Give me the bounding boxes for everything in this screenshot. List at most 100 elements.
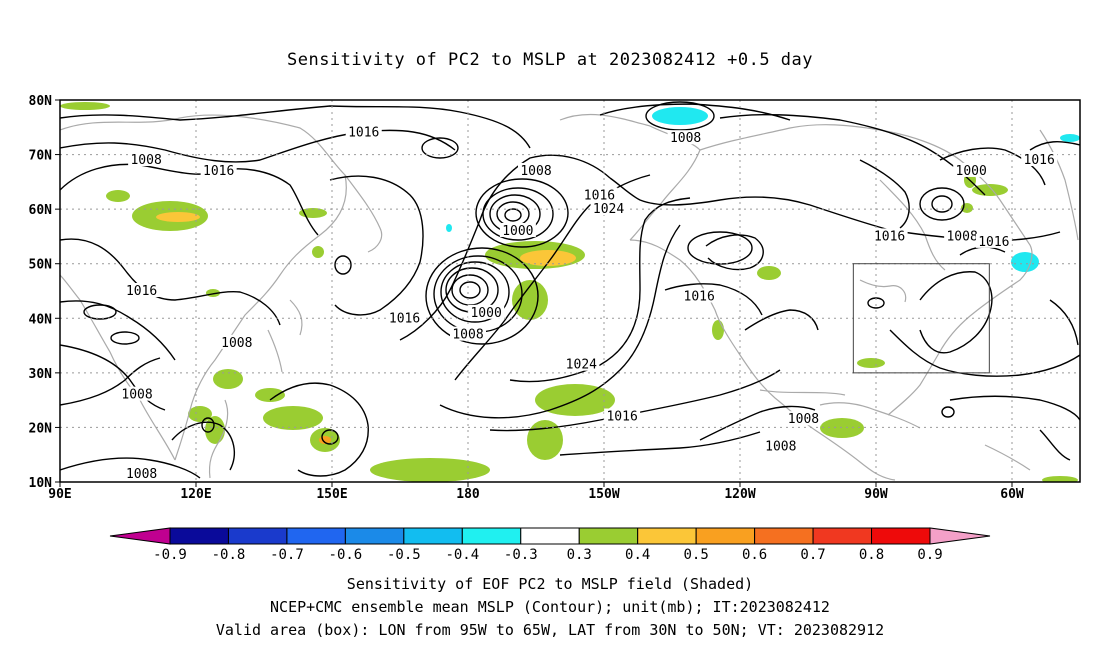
mslp-contour (439, 224, 681, 419)
colorbar-label: 0.3 (567, 547, 592, 563)
contour-label-bg (871, 228, 908, 243)
lat-tick-label: 30N (29, 367, 53, 382)
lon-tick-label: 90E (48, 487, 71, 502)
shade-positive (527, 420, 563, 460)
contour-label: 1024 (566, 358, 597, 373)
low-center-contour (451, 274, 489, 306)
mslp-contour (399, 154, 611, 341)
coastline (759, 389, 1031, 471)
mslp-contour (269, 382, 369, 477)
shade-yellow (156, 212, 200, 222)
contour-label-bg (345, 124, 382, 139)
mslp-contour (60, 238, 281, 326)
mslp-contour (489, 369, 781, 432)
mslp-contour (1039, 429, 1071, 461)
shade-negative (652, 107, 708, 125)
contour-label: 1016 (978, 235, 1009, 250)
mslp-contour (509, 197, 691, 383)
shade-positive (263, 406, 323, 430)
coastline (629, 239, 896, 481)
shaded-sensitivity-layer (60, 102, 1080, 482)
colorbar-label: 0.7 (800, 547, 825, 563)
colorbar-cell (578, 527, 639, 545)
mslp-contour (60, 129, 456, 163)
mslp-contour-closed (687, 231, 753, 265)
contour-label: 1008 (670, 131, 701, 146)
contour-label: 1008 (788, 412, 819, 427)
mslp-contour (60, 457, 201, 479)
contour-label-bg (450, 326, 486, 341)
shade-positive (106, 190, 130, 202)
lat-tick-label: 60N (29, 203, 53, 218)
low-center-contour (496, 201, 530, 227)
map-frame (59, 99, 1081, 483)
mslp-contour-closed (110, 331, 140, 345)
contour-label-bg (975, 233, 1012, 248)
colorbar-label: 0.8 (859, 547, 884, 563)
contour-label-bg (218, 334, 255, 349)
low-center-contour (440, 261, 510, 323)
mslp-contour (705, 234, 764, 271)
mslp-contour (1029, 141, 1080, 151)
colorbar-label: -0.8 (212, 547, 246, 563)
lon-tick-label: 150E (316, 487, 347, 502)
mslp-contour-closed (919, 187, 965, 221)
mslp-contour (664, 283, 763, 316)
footer-line-3: Valid area (box): LON from 95W to 65W, L… (215, 621, 885, 639)
contour-label-bg (604, 408, 641, 423)
contour-label-bg (119, 386, 156, 401)
mslp-contour (171, 421, 236, 471)
contour-label: 1008 (126, 467, 157, 482)
contour-label-bg (590, 201, 627, 216)
lon-tick-label: 60W (1000, 487, 1024, 502)
contour-label: 1000 (956, 164, 987, 179)
colorbar-label: 0.6 (742, 547, 767, 563)
shade-positive (205, 416, 225, 444)
mslp-contour (859, 159, 910, 229)
coastline (859, 279, 907, 303)
dynamic-layer: 1016 1008 1016 1008 1008 1000 1016 1016 1024 1000… (29, 94, 1081, 563)
contour-label: 1016 (1024, 153, 1055, 168)
low-center-contour (425, 247, 539, 345)
mslp-contour (919, 271, 993, 354)
contour-label-bg (1021, 152, 1058, 167)
shade-positive (370, 458, 490, 482)
colorbar-label: 0.5 (684, 547, 709, 563)
low-center-contour (482, 187, 554, 241)
mslp-contour (699, 405, 816, 441)
colorbar-label: 0.9 (917, 547, 942, 563)
mslp-contour-closed (321, 429, 339, 445)
contour-label-bg (681, 288, 718, 303)
lon-tick-label: 150W (588, 487, 619, 502)
shade-positive (1042, 476, 1078, 482)
contour-label-bg (123, 465, 160, 480)
colorbar-arrow-low (109, 527, 171, 545)
contour-label-bg (468, 304, 505, 319)
colorbar-cell (286, 527, 346, 545)
shade-positive (857, 358, 885, 368)
mslp-contour (889, 329, 1080, 377)
colorbar-label: -0.6 (329, 547, 363, 563)
contour-label: 1016 (684, 289, 715, 304)
colorbar-arrow-high (929, 527, 991, 545)
colorbar-cell (871, 527, 931, 545)
colorbar-cell (227, 527, 288, 545)
colorbar-label: -0.9 (153, 547, 187, 563)
contour-label: 1008 (452, 328, 483, 343)
contour-label-bg (518, 162, 554, 177)
contour-label-bg (386, 310, 423, 325)
mslp-contour (60, 300, 176, 361)
contour-label: 1008 (520, 164, 551, 179)
shade-positive (820, 418, 864, 438)
shade-yellow (520, 250, 576, 266)
shade-positive (255, 388, 285, 402)
colorbar-cell (695, 527, 756, 545)
mslp-contour-closed (645, 101, 715, 131)
contour-label: 1000 (470, 306, 501, 321)
contour-label: 1016 (126, 284, 157, 299)
coastline (559, 113, 701, 241)
mslp-contour-closed (941, 406, 955, 418)
valid-area-box (852, 263, 990, 374)
contour-label: 1000 (502, 224, 533, 239)
shade-negative (446, 224, 452, 232)
